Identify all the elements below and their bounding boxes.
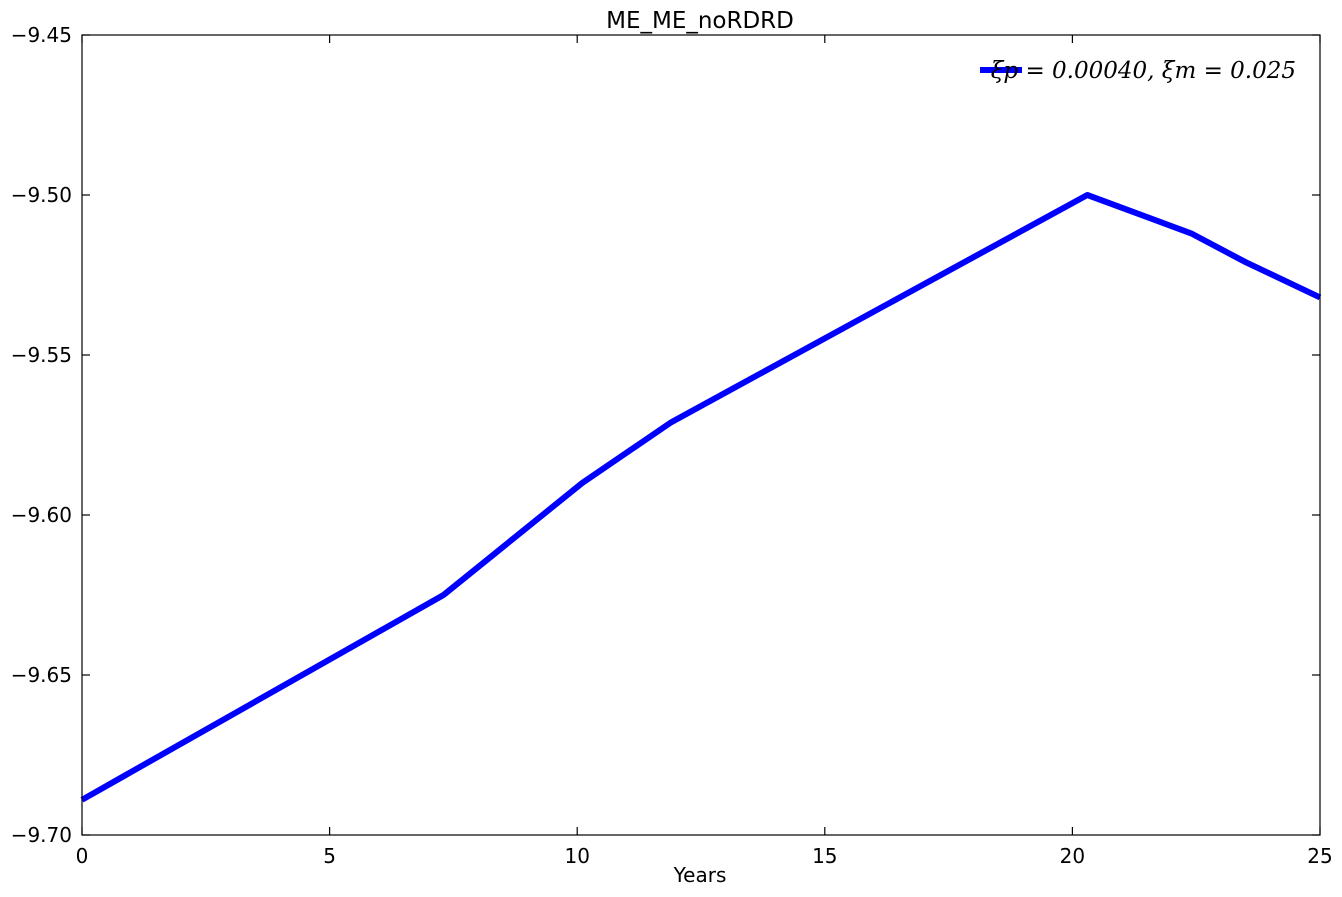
x-tick-label: 25 bbox=[1307, 844, 1332, 868]
y-tick-label: −9.50 bbox=[11, 183, 72, 207]
legend: ξp = 0.00040, ξm = 0.025 bbox=[980, 58, 1296, 84]
x-tick-label: 5 bbox=[323, 844, 336, 868]
y-tick-label: −9.65 bbox=[11, 663, 72, 687]
axes-frame bbox=[81, 34, 1321, 836]
series-line-0 bbox=[80, 192, 1322, 803]
x-tick-label: 15 bbox=[812, 844, 837, 868]
x-axis-label: Years bbox=[673, 863, 727, 887]
axes-layer: 0 5 10 15 20 25 −9.45 −9.50 −9.55 −9.60 −9.65 −9.70 bbox=[11, 23, 1333, 868]
y-tick-label: −9.45 bbox=[11, 23, 72, 47]
y-tick-label: −9.60 bbox=[11, 503, 72, 527]
y-tick-label: −9.70 bbox=[11, 823, 72, 847]
x-tick-label: 10 bbox=[564, 844, 589, 868]
x-tick-label: 20 bbox=[1060, 844, 1085, 868]
series-layer bbox=[80, 192, 1322, 803]
y-tick-label: −9.55 bbox=[11, 343, 72, 367]
legend-label: ξp = 0.00040, ξm = 0.025 bbox=[991, 58, 1296, 84]
chart-title: ME_ME_noRDRD bbox=[606, 8, 794, 34]
x-tick-label: 0 bbox=[76, 844, 89, 868]
